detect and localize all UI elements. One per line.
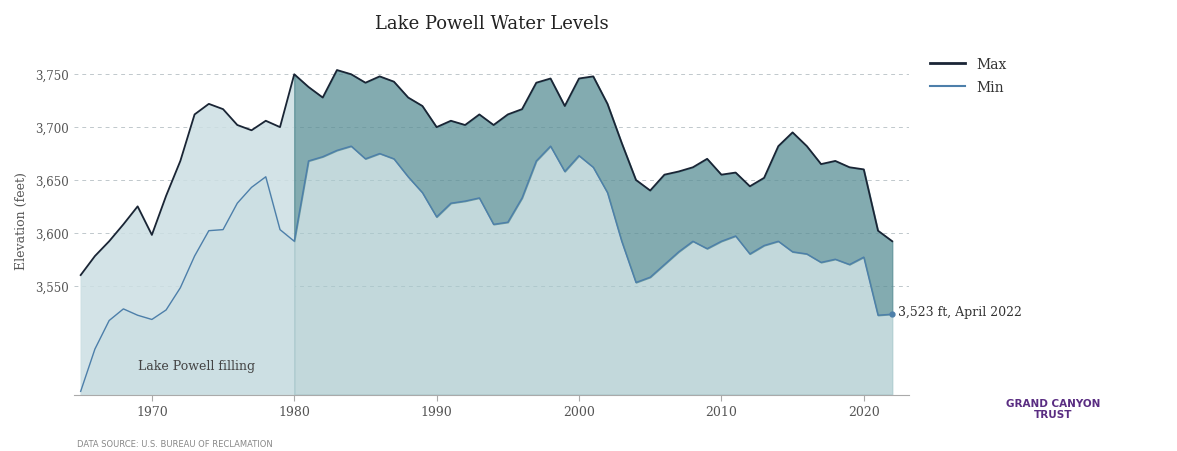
Text: DATA SOURCE: U.S. BUREAU OF RECLAMATION: DATA SOURCE: U.S. BUREAU OF RECLAMATION bbox=[77, 440, 272, 448]
Text: GRAND CANYON
TRUST: GRAND CANYON TRUST bbox=[1006, 398, 1100, 419]
Text: 3,523 ft, April 2022: 3,523 ft, April 2022 bbox=[898, 305, 1022, 318]
Title: Lake Powell Water Levels: Lake Powell Water Levels bbox=[374, 15, 609, 33]
Y-axis label: Elevation (feet): Elevation (feet) bbox=[15, 171, 28, 269]
Text: Lake Powell filling: Lake Powell filling bbox=[138, 359, 254, 373]
Legend: Max, Min: Max, Min bbox=[925, 52, 1012, 100]
